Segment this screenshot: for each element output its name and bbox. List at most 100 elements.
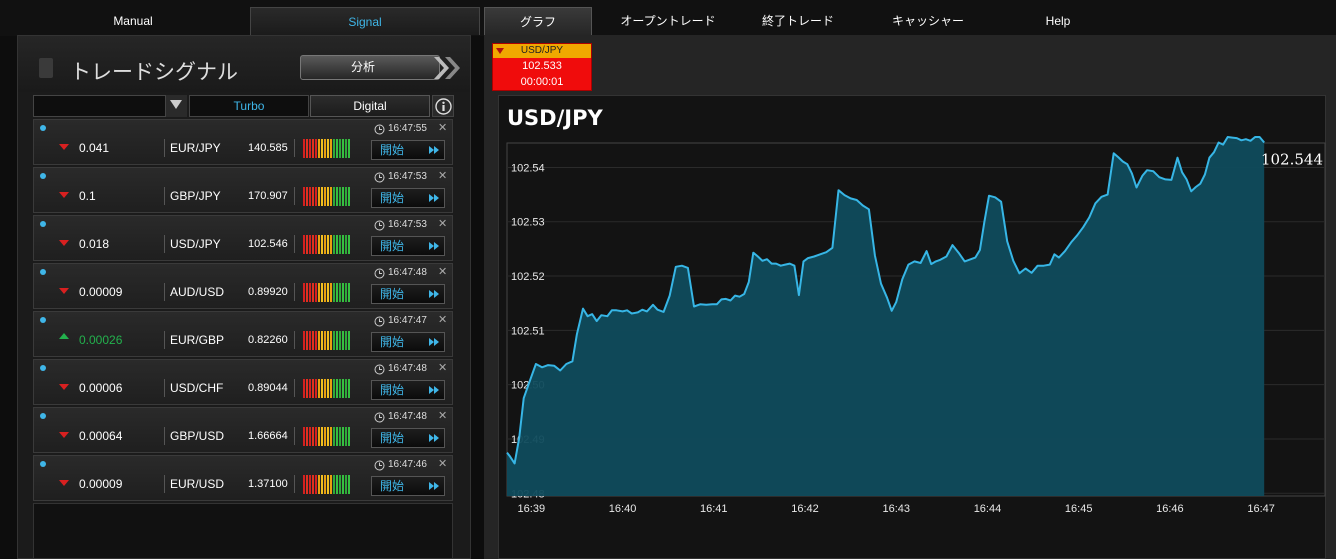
signal-strength-meter — [303, 379, 357, 398]
signal-strength-meter — [303, 427, 357, 446]
start-button[interactable]: 開始 — [371, 140, 445, 160]
strength-bar — [345, 427, 347, 446]
strength-bar — [330, 187, 332, 206]
strength-bar — [312, 475, 314, 494]
signal-list-empty-area — [33, 503, 453, 559]
close-icon[interactable]: ✕ — [438, 314, 448, 326]
x-tick-label: 16:39 — [518, 503, 546, 515]
start-button[interactable]: 開始 — [371, 428, 445, 448]
tab-closed-trades[interactable]: 終了トレード — [761, 14, 834, 28]
strength-bar — [303, 139, 305, 158]
signal-time-text: 16:47:53 — [388, 219, 427, 230]
clock-icon — [374, 364, 385, 375]
strength-bar — [327, 187, 329, 206]
signal-rate: 170.907 — [248, 190, 288, 202]
signal-row: 16:47:47 ✕ 0.00026 EUR/GBP 0.82260 開始 — [33, 311, 453, 357]
signal-change: 0.041 — [79, 141, 110, 155]
start-button-label: 開始 — [380, 479, 405, 493]
close-icon[interactable]: ✕ — [438, 266, 448, 278]
strength-bar — [342, 379, 344, 398]
strength-bar — [342, 427, 344, 446]
row-divider — [164, 235, 165, 253]
last-value-label: 102.544 — [1261, 150, 1323, 168]
strength-bar — [309, 427, 311, 446]
turbo-filter-tab[interactable]: Turbo — [189, 95, 309, 117]
start-button[interactable]: 開始 — [371, 188, 445, 208]
start-button[interactable]: 開始 — [371, 284, 445, 304]
start-button[interactable]: 開始 — [371, 236, 445, 256]
tab-manual[interactable]: Manual — [113, 14, 153, 28]
signal-rate: 0.89044 — [248, 382, 288, 394]
tab-help[interactable]: Help — [1045, 14, 1071, 28]
strength-bar — [345, 139, 347, 158]
asset-filter-dropdown[interactable] — [165, 95, 187, 117]
strength-bar — [306, 379, 308, 398]
start-button[interactable]: 開始 — [371, 332, 445, 352]
strength-bar — [315, 283, 317, 302]
strength-bar — [330, 379, 332, 398]
row-divider — [294, 379, 295, 397]
strength-bar — [309, 283, 311, 302]
close-icon[interactable]: ✕ — [438, 218, 448, 230]
signal-strength-meter — [303, 283, 357, 302]
strength-bar — [306, 283, 308, 302]
strength-bar — [330, 283, 332, 302]
y-tick-label: 102.52 — [511, 271, 545, 283]
close-icon[interactable]: ✕ — [438, 170, 448, 182]
info-icon — [435, 98, 452, 115]
digital-filter-tab[interactable]: Digital — [310, 95, 430, 117]
tab-open-trades[interactable]: オープントレード — [620, 14, 716, 28]
asset-chip[interactable]: USD/JPY 102.533 00:00:01 — [492, 43, 592, 91]
signal-pair: EUR/GBP — [170, 333, 225, 347]
close-icon[interactable]: ✕ — [438, 410, 448, 422]
series-area — [507, 137, 1265, 496]
start-button-label: 開始 — [380, 191, 405, 205]
strength-bar — [333, 283, 335, 302]
asset-filter-select[interactable] — [33, 95, 187, 117]
asset-chip-rate: 102.533 — [522, 60, 562, 72]
signal-strength-meter — [303, 235, 357, 254]
strength-bar — [321, 475, 323, 494]
signal-change: 0.00064 — [79, 429, 123, 443]
close-icon[interactable]: ✕ — [438, 362, 448, 374]
down-arrow-icon — [59, 384, 69, 390]
strength-bar — [336, 187, 338, 206]
signal-row: 16:47:48 ✕ 0.00064 GBP/USD 1.66664 開始 — [33, 407, 453, 453]
x-tick-label: 16:40 — [609, 503, 637, 515]
row-divider — [294, 427, 295, 445]
close-icon[interactable]: ✕ — [438, 122, 448, 134]
row-divider — [164, 379, 165, 397]
asset-chip-timer: 00:00:01 — [520, 76, 564, 88]
status-dot — [40, 461, 46, 467]
signal-panel: トレードシグナル 分析 Turbo Digital — [17, 35, 471, 559]
close-icon[interactable]: ✕ — [438, 458, 448, 470]
strength-bar — [306, 475, 308, 494]
strength-bar — [312, 187, 314, 206]
strength-bar — [339, 331, 341, 350]
strength-bar — [306, 427, 308, 446]
signal-strength-meter — [303, 475, 357, 494]
tab-signal[interactable]: Signal — [250, 7, 480, 35]
strength-bar — [327, 331, 329, 350]
row-divider — [294, 331, 295, 349]
strength-bar — [336, 475, 338, 494]
x-tick-label: 16:44 — [974, 503, 1002, 515]
signal-strength-meter — [303, 187, 357, 206]
strength-bar — [315, 379, 317, 398]
tab-cashier[interactable]: キャッシャー — [891, 14, 964, 28]
tab-graph[interactable]: グラフ — [484, 7, 592, 35]
start-button[interactable]: 開始 — [371, 380, 445, 400]
signal-pair: EUR/JPY — [170, 141, 221, 155]
strength-bar — [342, 139, 344, 158]
start-button[interactable]: 開始 — [371, 476, 445, 496]
signal-pair: USD/JPY — [170, 237, 221, 251]
row-divider — [294, 283, 295, 301]
down-arrow-icon — [59, 480, 69, 486]
strength-bar — [342, 475, 344, 494]
strength-bar — [315, 475, 317, 494]
analyze-button[interactable]: 分析 — [300, 55, 440, 80]
signal-rate: 1.37100 — [248, 478, 288, 490]
strength-bar — [348, 475, 350, 494]
strength-bar — [315, 427, 317, 446]
info-button[interactable] — [432, 95, 454, 117]
